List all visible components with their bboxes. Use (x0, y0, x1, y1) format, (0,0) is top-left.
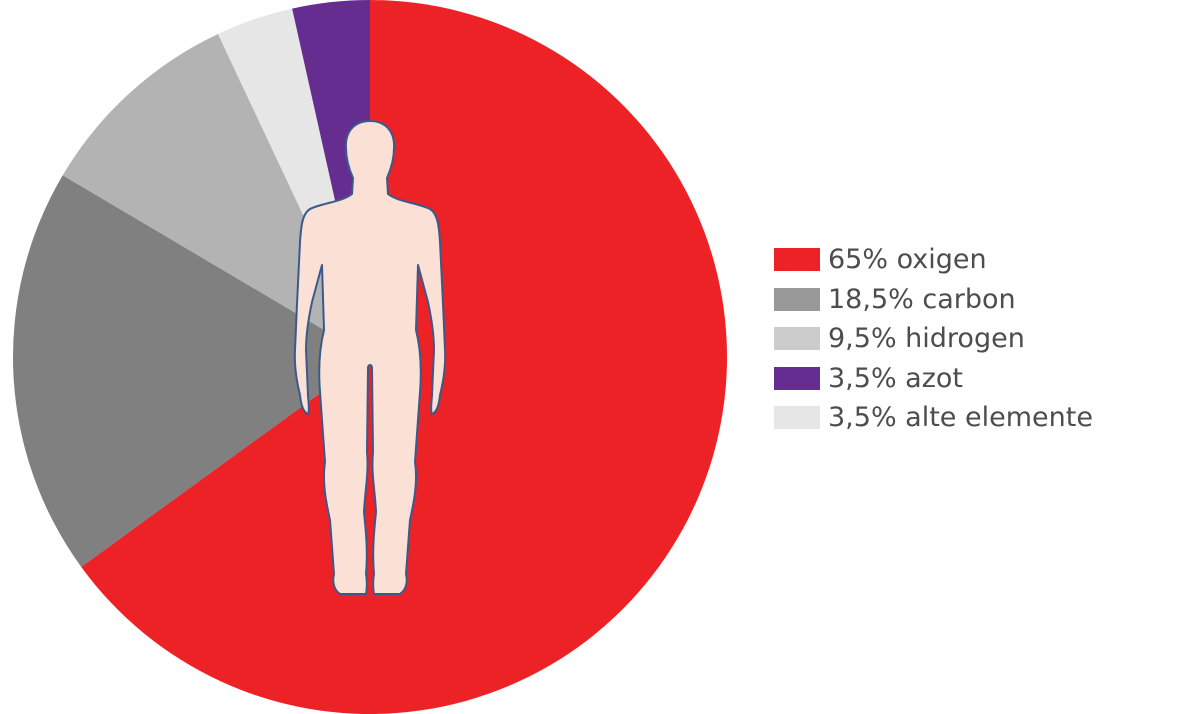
legend-label-alte-elemente: 3,5% alte elemente (828, 402, 1093, 434)
legend-label-carbon: 18,5% carbon (828, 283, 1016, 315)
legend-swatch-alte-elemente (774, 406, 820, 430)
legend-item-carbon: 18,5% carbon (774, 280, 1093, 320)
legend-item-azot: 3,5% azot (774, 359, 1093, 399)
legend-item-oxigen: 65% oxigen (774, 240, 1093, 280)
legend-swatch-oxigen (774, 248, 820, 272)
pie-slice-carbon (13, 175, 371, 567)
legend-label-hidrogen: 9,5% hidrogen (828, 323, 1025, 355)
legend-label-azot: 3,5% azot (828, 362, 963, 394)
legend-swatch-hidrogen (774, 327, 820, 351)
chart-legend: 65% oxigen 18,5% carbon 9,5% hidrogen 3,… (774, 240, 1093, 438)
human-body-silhouette-icon (293, 120, 447, 595)
legend-item-hidrogen: 9,5% hidrogen (774, 319, 1093, 359)
legend-swatch-azot (774, 366, 820, 390)
pie-slice-hidrogen (62, 33, 371, 357)
legend-swatch-carbon (774, 287, 820, 311)
legend-label-oxigen: 65% oxigen (828, 244, 987, 276)
legend-item-alte-elemente: 3,5% alte elemente (774, 398, 1093, 438)
